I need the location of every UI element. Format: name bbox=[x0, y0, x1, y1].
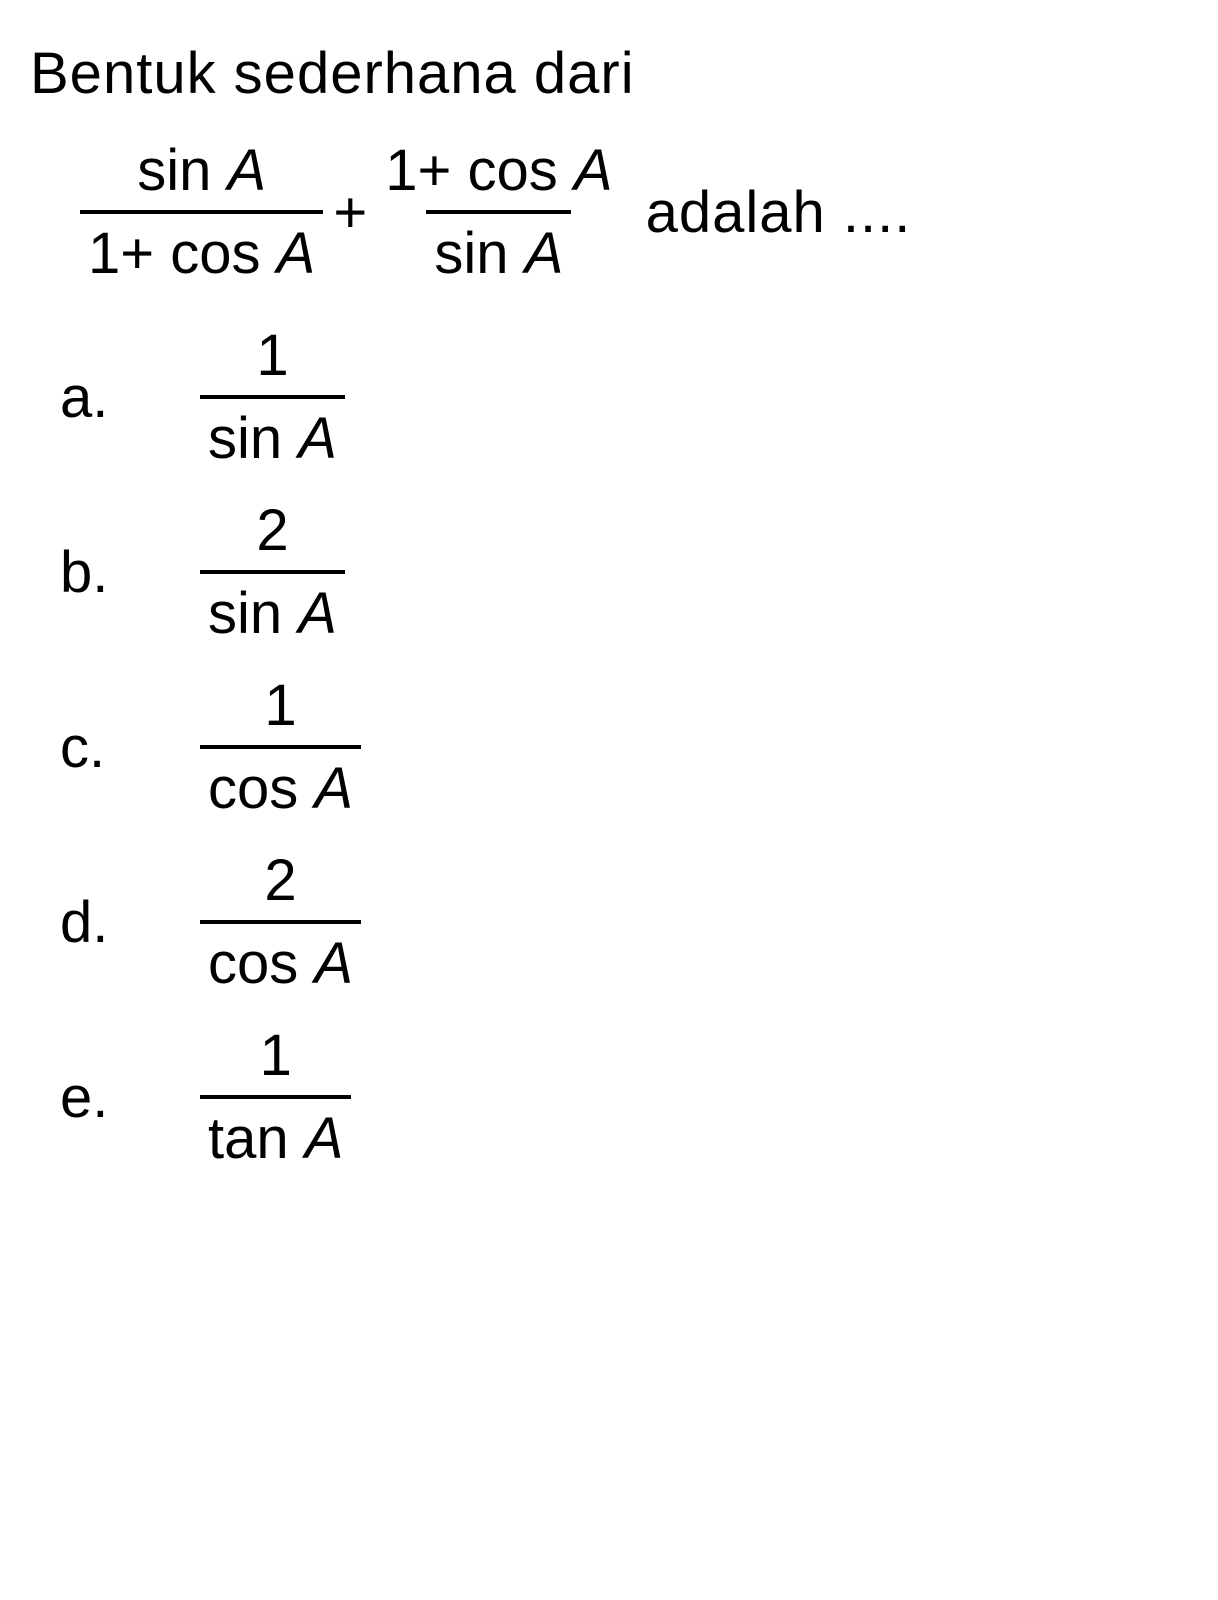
fraction-1-denominator: 1+ cos A bbox=[80, 210, 323, 287]
option-fraction: 1 sin A bbox=[200, 322, 345, 472]
trig-fn: cos bbox=[208, 931, 298, 996]
sin-fn: sin bbox=[434, 221, 508, 286]
option-d: d. 2 cos A bbox=[60, 847, 1188, 997]
option-den: tan A bbox=[200, 1095, 351, 1172]
sin-fn: sin bbox=[137, 138, 211, 203]
var-a: A bbox=[277, 221, 316, 286]
var-a: A bbox=[298, 581, 337, 646]
var-a: A bbox=[525, 221, 564, 286]
option-label: c. bbox=[60, 714, 200, 781]
option-a: a. 1 sin A bbox=[60, 322, 1188, 472]
option-den: cos A bbox=[200, 920, 361, 997]
fraction-2: 1+ cos A sin A bbox=[377, 137, 620, 287]
option-fraction: 2 cos A bbox=[200, 847, 361, 997]
trig-fn: tan bbox=[208, 1106, 289, 1171]
options-list: a. 1 sin A b. 2 sin A c. 1 cos A bbox=[60, 322, 1188, 1172]
one: 1 bbox=[385, 138, 417, 203]
option-num: 2 bbox=[248, 497, 296, 570]
option-fraction: 1 cos A bbox=[200, 672, 361, 822]
var-a: A bbox=[314, 931, 353, 996]
var-a: A bbox=[574, 138, 613, 203]
question-expression: sin A 1+ cos A + 1+ cos A sin A adalah .… bbox=[80, 137, 1188, 287]
option-fraction: 1 tan A bbox=[200, 1022, 351, 1172]
option-label: e. bbox=[60, 1064, 200, 1131]
option-den: sin A bbox=[200, 395, 345, 472]
option-num: 2 bbox=[256, 847, 304, 920]
trig-fn: sin bbox=[208, 406, 282, 471]
option-label: d. bbox=[60, 889, 200, 956]
cos-fn: cos bbox=[170, 221, 260, 286]
fraction-2-numerator: 1+ cos A bbox=[377, 137, 620, 210]
option-num: 1 bbox=[256, 672, 304, 745]
var-a: A bbox=[305, 1106, 344, 1171]
plus-op: + bbox=[120, 221, 154, 286]
cos-fn: cos bbox=[467, 138, 557, 203]
var-a: A bbox=[227, 138, 266, 203]
option-b: b. 2 sin A bbox=[60, 497, 1188, 647]
option-fraction: 2 sin A bbox=[200, 497, 345, 647]
one: 1 bbox=[88, 221, 120, 286]
fraction-1-numerator: sin A bbox=[129, 137, 274, 210]
option-den: sin A bbox=[200, 570, 345, 647]
plus-op: + bbox=[417, 138, 451, 203]
option-num: 1 bbox=[252, 1022, 300, 1095]
option-label: a. bbox=[60, 364, 200, 431]
var-a: A bbox=[298, 406, 337, 471]
option-num: 1 bbox=[248, 322, 296, 395]
plus-sign: + bbox=[333, 179, 367, 246]
question-lead: Bentuk sederhana dari bbox=[30, 40, 1188, 107]
trig-fn: sin bbox=[208, 581, 282, 646]
fraction-1: sin A 1+ cos A bbox=[80, 137, 323, 287]
var-a: A bbox=[314, 756, 353, 821]
option-label: b. bbox=[60, 539, 200, 606]
trig-fn: cos bbox=[208, 756, 298, 821]
fraction-2-denominator: sin A bbox=[426, 210, 571, 287]
option-e: e. 1 tan A bbox=[60, 1022, 1188, 1172]
option-c: c. 1 cos A bbox=[60, 672, 1188, 822]
question-trailing: adalah .... bbox=[646, 179, 912, 246]
option-den: cos A bbox=[200, 745, 361, 822]
